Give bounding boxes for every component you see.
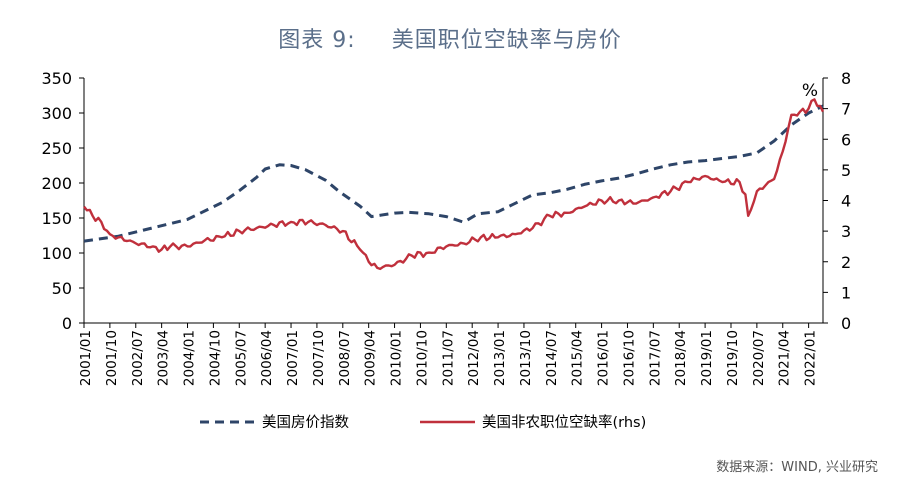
x-tick-label: 2008/07 [337, 330, 353, 386]
x-tick-label: 2005/07 [233, 330, 249, 386]
y-tick-label: 200 [41, 174, 72, 193]
y2-tick-label: 8 [841, 69, 851, 88]
legend-label-house-price: 美国房价指数 [262, 414, 349, 431]
x-tick-label: 2019/10 [725, 330, 741, 386]
y-tick-label: 250 [41, 139, 72, 158]
x-tick-label: 2004/01 [182, 330, 198, 386]
source-note: 数据来源：WIND, 兴业研究 [716, 460, 878, 475]
legend-label-job-vacancy: 美国非农职位空缺率(rhs) [482, 414, 646, 431]
series-line-house-price [83, 104, 824, 243]
y2-tick-label: 4 [841, 192, 851, 211]
x-tick-label: 2002/07 [130, 330, 146, 386]
series-layer [83, 98, 825, 271]
figure-number: 图表 9: [278, 28, 356, 53]
x-tick-label: 2014/07 [544, 330, 560, 386]
y2-tick-label: 3 [841, 222, 851, 241]
y-tick-label: 0 [62, 314, 72, 333]
chart-title: 图表 9: 美国职位空缺率与房价 [0, 22, 900, 54]
x-tick-label: 2018/04 [673, 330, 689, 386]
y2-tick-label: 2 [841, 253, 851, 272]
figure-title: 美国职位空缺率与房价 [391, 28, 622, 53]
y2-tick-label: 0 [841, 314, 851, 333]
legend: 美国房价指数 美国非农职位空缺率(rhs) [200, 414, 646, 431]
line-chart: 0 50 100 150 200 250 300 350 0 1 2 3 4 5 6 7 8% 2001/01 20… [41, 69, 851, 431]
y-tick-label: 150 [41, 209, 72, 228]
x-tick-label: 2015/04 [570, 330, 586, 386]
x-tick-label: 2021/04 [777, 330, 793, 386]
y2-tick-label: 5 [841, 161, 851, 180]
y2-unit-label: % [802, 81, 818, 101]
x-tick-label: 2013/01 [492, 330, 508, 386]
x-tick-label: 2007/01 [285, 330, 301, 386]
x-tick-label: 2006/04 [259, 330, 275, 386]
y-tick-label: 50 [52, 279, 72, 298]
x-tick-label: 2016/10 [621, 330, 637, 386]
x-tick-label: 2022/01 [803, 330, 819, 386]
y-tick-label: 300 [41, 104, 72, 123]
series-line-job-vacancy [83, 98, 825, 271]
x-tick-label: 2016/01 [596, 330, 612, 386]
x-tick-label: 2020/07 [751, 330, 767, 386]
x-tick-label: 2004/10 [207, 330, 223, 386]
y-tick-label: 100 [41, 244, 72, 263]
y-tick-label: 350 [41, 69, 72, 88]
x-tick-label: 2001/01 [78, 330, 94, 386]
y2-tick-label: 6 [841, 130, 851, 149]
y2-tick-label: 1 [841, 283, 851, 302]
x-tick-label: 2012/04 [466, 330, 482, 386]
x-tick-label: 2011/07 [440, 330, 456, 386]
x-tick-label: 2017/07 [647, 330, 663, 386]
x-tick-label: 2010/01 [389, 330, 405, 386]
x-tick-label: 2003/04 [156, 330, 172, 386]
y2-tick-label: 7 [841, 100, 851, 119]
x-tick-label: 2019/01 [699, 330, 715, 386]
x-tick-label: 2013/10 [518, 330, 534, 386]
x-tick-label: 2010/10 [414, 330, 430, 386]
x-tick-label: 2007/10 [311, 330, 327, 386]
axes-layer: 0 50 100 150 200 250 300 350 0 1 2 3 4 5 6 7 8% 2001/01 20… [41, 69, 851, 386]
x-tick-label: 2001/10 [104, 330, 120, 386]
x-tick-label: 2009/04 [363, 330, 379, 386]
